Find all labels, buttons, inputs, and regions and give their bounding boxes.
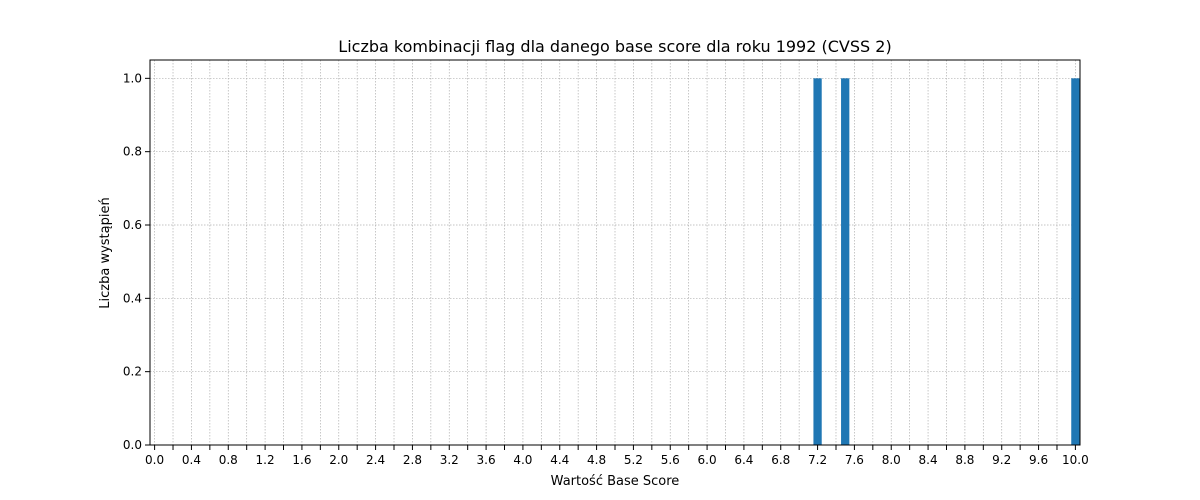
x-tick-label: 3.6	[477, 453, 496, 467]
x-tick-label: 9.2	[992, 453, 1011, 467]
bar	[841, 78, 850, 445]
y-tick-label: 0.0	[123, 438, 142, 452]
chart-title: Liczba kombinacji flag dla danego base s…	[338, 37, 891, 56]
x-tick-label: 0.0	[145, 453, 164, 467]
y-tick-label: 1.0	[123, 71, 142, 85]
x-tick-label: 8.0	[882, 453, 901, 467]
x-tick-label: 7.2	[808, 453, 827, 467]
x-tick-label: 1.2	[256, 453, 275, 467]
x-tick-label: 4.0	[513, 453, 532, 467]
x-tick-label: 5.6	[661, 453, 680, 467]
y-tick-label: 0.8	[123, 145, 142, 159]
x-tick-label: 6.0	[698, 453, 717, 467]
x-tick-label: 9.6	[1029, 453, 1048, 467]
x-tick-label: 4.4	[550, 453, 569, 467]
ticks: 0.0 0.2 0.4 0.6 0.8 1.0 0.0 0.4 0.8 1.2 1.6 2.0 2.4 2…	[123, 71, 1089, 467]
x-tick-label: 10.0	[1062, 453, 1089, 467]
x-tick-label: 2.4	[366, 453, 385, 467]
x-tick-label: 2.0	[329, 453, 348, 467]
x-tick-label: 8.4	[919, 453, 938, 467]
x-tick-label: 4.8	[587, 453, 606, 467]
x-tick-label: 2.8	[403, 453, 422, 467]
x-tick-label: 0.4	[182, 453, 201, 467]
y-tick-label: 0.4	[123, 291, 142, 305]
x-tick-label: 0.8	[219, 453, 238, 467]
grid	[150, 60, 1080, 446]
bar	[1071, 78, 1080, 445]
x-tick-label: 6.8	[771, 453, 790, 467]
bars	[813, 78, 1080, 445]
x-tick-label: 8.8	[955, 453, 974, 467]
x-tick-label: 3.2	[440, 453, 459, 467]
y-tick-label: 0.6	[123, 218, 142, 232]
x-tick-label: 6.4	[734, 453, 753, 467]
y-axis-label: Liczba wystąpień	[98, 197, 113, 308]
plot-frame	[149, 59, 1081, 446]
y-tick-label: 0.2	[123, 365, 142, 379]
x-axis-label: Wartość Base Score	[551, 474, 680, 489]
x-tick-label: 5.2	[624, 453, 643, 467]
x-tick-label: 7.6	[845, 453, 864, 467]
x-tick-label: 1.6	[292, 453, 311, 467]
bar	[813, 78, 822, 445]
